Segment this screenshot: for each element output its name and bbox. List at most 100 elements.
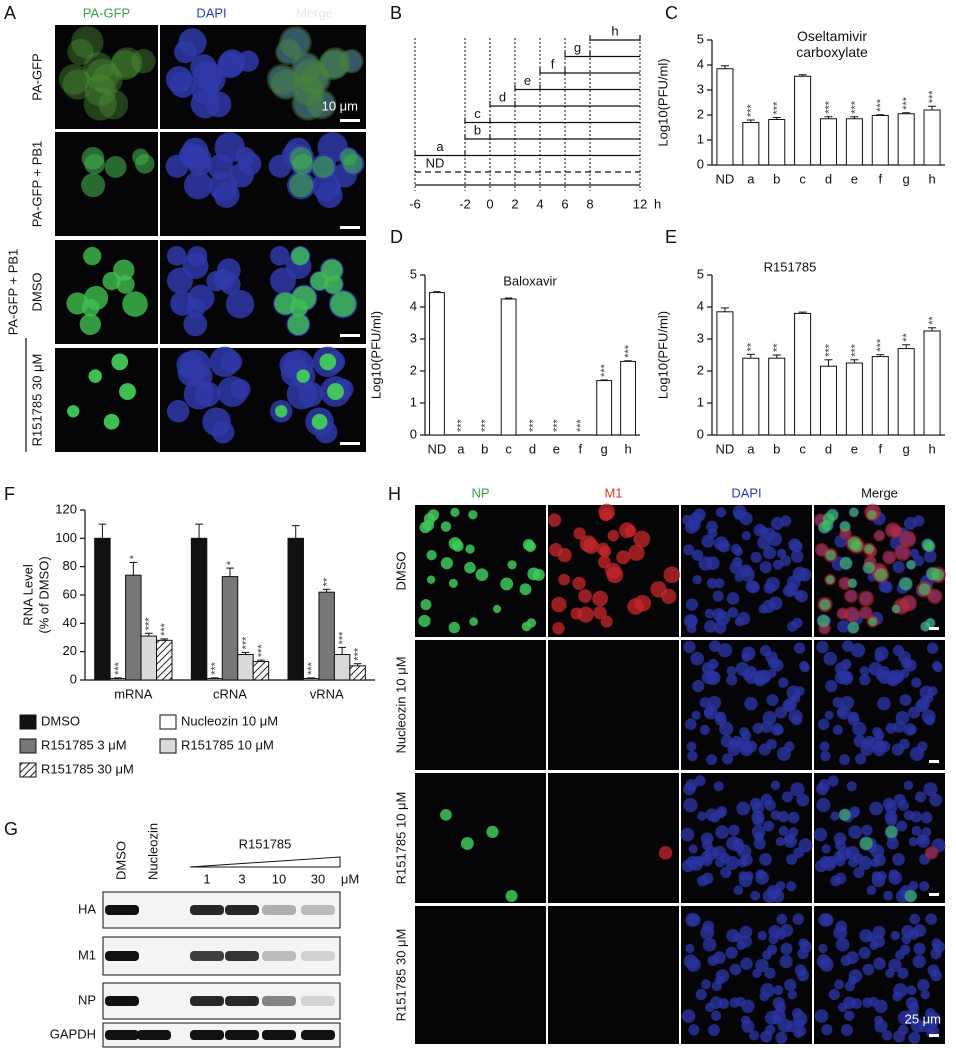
cell [737, 857, 748, 868]
cell [926, 642, 939, 654]
cell [821, 844, 831, 854]
cell [697, 811, 707, 821]
cell [911, 825, 922, 836]
x-tick-label: c [799, 441, 806, 456]
cell [268, 154, 292, 178]
cell [469, 617, 478, 626]
cell [713, 536, 729, 551]
cell [293, 89, 323, 119]
cell [183, 378, 215, 410]
x-tick-label: f [878, 171, 882, 186]
bar [429, 292, 445, 436]
cell [882, 550, 897, 565]
scale-bar [929, 893, 939, 896]
cell [768, 596, 783, 611]
x-tick-label: ND [716, 441, 735, 456]
cell [765, 576, 780, 592]
column-header: PA-GFP [83, 5, 130, 20]
cell [634, 594, 652, 612]
row-label: R151785 10 μM [393, 792, 408, 885]
y-tick-label: 40 [63, 615, 77, 630]
micrograph [415, 640, 546, 770]
row-label: DMSO [29, 273, 44, 312]
cell [814, 1009, 829, 1023]
cell [915, 791, 927, 803]
cell [715, 507, 727, 518]
cell [207, 154, 234, 180]
cell [426, 575, 436, 584]
x-tick-label: e [851, 441, 858, 456]
cell [440, 808, 452, 821]
cell [787, 811, 800, 824]
column-header: NP [471, 485, 489, 500]
y-axis-label: Log10(PFU/ml) [655, 311, 670, 399]
cell [787, 990, 797, 1000]
cell [893, 1030, 906, 1043]
bar [768, 357, 786, 436]
cell [296, 369, 310, 383]
scale-bar-label: 25 μm [905, 1011, 941, 1026]
cell [828, 988, 840, 1001]
cell [686, 623, 697, 634]
cell [790, 782, 805, 797]
cell [839, 670, 854, 686]
cell [757, 930, 767, 941]
cell [926, 567, 940, 581]
x-tick-label: c [505, 441, 512, 456]
micrograph [55, 25, 158, 129]
column-header: DAPI [196, 5, 226, 20]
y-tick-label: 2 [410, 362, 417, 377]
cell [816, 797, 831, 813]
cell [825, 679, 838, 693]
cell [821, 1024, 833, 1036]
bar [302, 678, 320, 681]
legend-swatch [159, 714, 177, 730]
cell [886, 837, 899, 850]
cell [793, 1028, 803, 1038]
cell [868, 617, 877, 626]
cell [747, 581, 760, 594]
cell [874, 568, 888, 582]
lane-label: 30 [311, 871, 325, 886]
band [301, 1030, 335, 1040]
y-tick-label: 2 [697, 362, 704, 377]
cell [225, 289, 255, 319]
cell [187, 246, 208, 267]
cell [759, 991, 770, 1002]
cell [920, 811, 933, 824]
cell [88, 369, 102, 383]
bar [156, 639, 173, 681]
cell [849, 507, 859, 517]
cell [899, 530, 917, 548]
cell [735, 662, 750, 676]
cell [292, 153, 313, 175]
cell [830, 875, 842, 887]
cell [777, 810, 789, 823]
x-tick-label: g [601, 441, 608, 456]
cell [187, 152, 212, 177]
cell [780, 924, 794, 937]
cell [799, 660, 809, 671]
row-label: DMSO [393, 552, 408, 591]
cell [468, 510, 478, 520]
cell [605, 562, 621, 579]
bar [716, 68, 734, 166]
cell [111, 353, 129, 371]
cell [906, 560, 916, 570]
cell [690, 651, 705, 666]
significance: *** [113, 661, 125, 675]
cell [778, 677, 789, 688]
cell [913, 942, 926, 955]
cell [475, 568, 489, 582]
cell [708, 1024, 720, 1036]
cell [866, 885, 877, 896]
cell [924, 715, 936, 726]
y-tick-label: 4 [410, 298, 417, 313]
cell [906, 985, 917, 996]
band [301, 905, 335, 915]
cell [599, 508, 613, 522]
cell [850, 643, 866, 658]
bar [252, 661, 270, 681]
interval-label: h [611, 23, 618, 38]
x-tick-label: mRNA [114, 686, 153, 701]
